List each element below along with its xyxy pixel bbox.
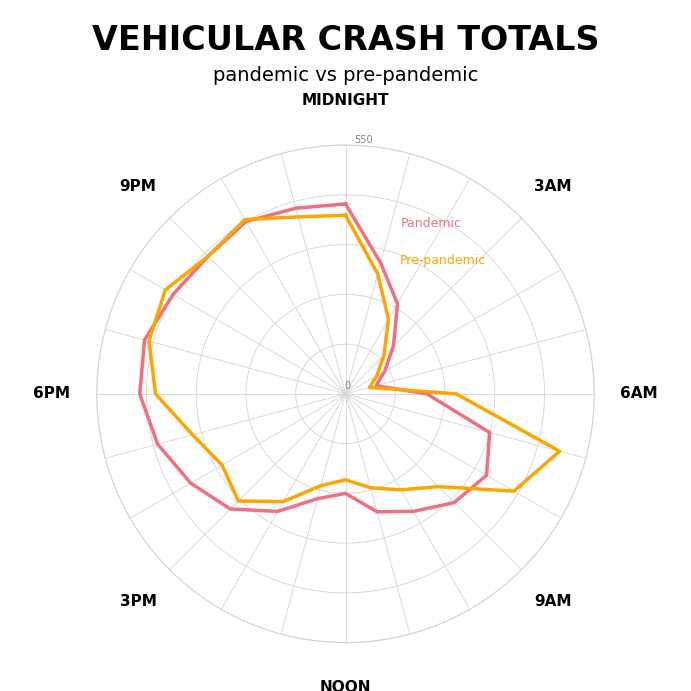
Text: 6PM: 6PM [33,386,70,401]
Text: 9AM: 9AM [534,594,572,609]
Text: 9PM: 9PM [120,179,156,193]
Text: 550: 550 [354,135,373,145]
Text: 0: 0 [345,381,350,391]
Text: Pandemic: Pandemic [401,217,462,230]
Text: pandemic vs pre-pandemic: pandemic vs pre-pandemic [213,66,478,84]
Text: Pre-pandemic: Pre-pandemic [399,254,486,267]
Text: NOON: NOON [320,680,371,691]
Text: MIDNIGHT: MIDNIGHT [302,93,389,108]
Text: 6AM: 6AM [621,386,658,401]
Text: 3PM: 3PM [120,594,156,609]
Text: 3AM: 3AM [534,179,572,193]
Text: VEHICULAR CRASH TOTALS: VEHICULAR CRASH TOTALS [92,24,599,57]
